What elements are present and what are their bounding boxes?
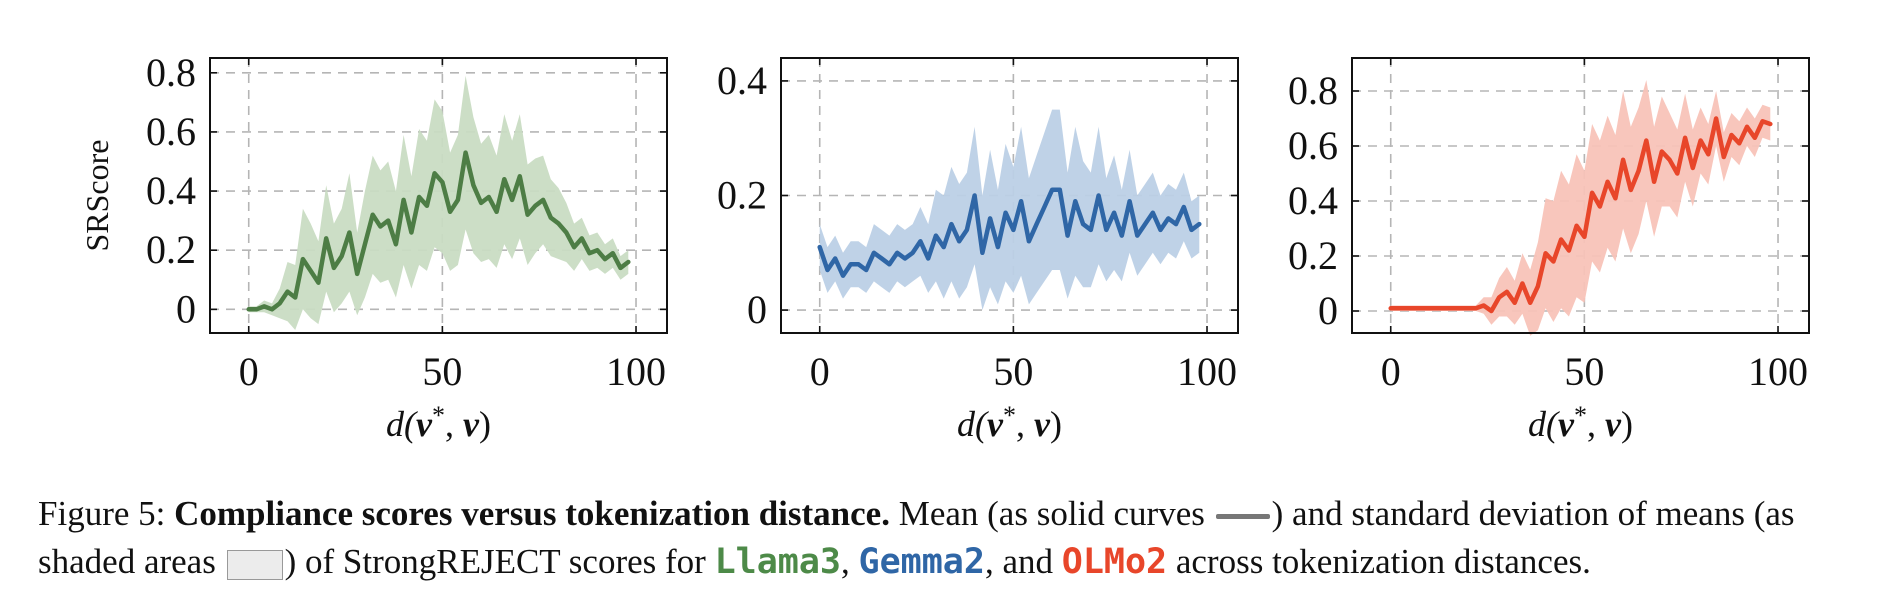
mean-line — [1388, 116, 1773, 314]
x-tick-label: 100 — [1748, 349, 1808, 394]
caption-sep-1: , — [841, 542, 859, 581]
std-band — [1390, 80, 1771, 336]
y-tick-label: 0.8 — [1288, 68, 1338, 113]
x-tick-label: 50 — [1564, 349, 1604, 394]
mean-line — [246, 150, 631, 312]
caption-text-4: across tokenization distances. — [1167, 542, 1591, 581]
mean-line — [817, 187, 1202, 278]
x-tick-label: 100 — [606, 349, 666, 394]
plot-frame — [1351, 57, 1810, 334]
caption-sep-2: , and — [984, 542, 1062, 581]
x-axis-label: d(v*, v) — [386, 401, 491, 444]
x-tick-label: 100 — [1177, 349, 1237, 394]
y-tick-label: 0.4 — [146, 168, 196, 213]
std-band — [248, 75, 629, 330]
x-tick-label: 0 — [810, 349, 830, 394]
y-tick-label: 0 — [1318, 288, 1338, 333]
x-tick-label: 0 — [1381, 349, 1401, 394]
y-tick-label: 0.6 — [1288, 123, 1338, 168]
x-tick-label: 50 — [422, 349, 462, 394]
model-name-olmo2: OLMo2 — [1061, 542, 1168, 582]
y-axis-label: SRScore — [79, 140, 115, 252]
y-tick-label: 0.2 — [717, 173, 767, 218]
panel-1: 0 50 100 0 0.2 0.4 0.6 0.8 d(v*, v) SRScore — [79, 50, 668, 444]
caption-text-1: Mean (as solid curves — [889, 494, 1214, 533]
panel-2: 0 50 100 0 0.2 0.4 d(v*, v) — [717, 57, 1239, 444]
mean-line-swatch — [1215, 514, 1270, 520]
x-tick-label: 50 — [993, 349, 1033, 394]
y-tick-label: 0.4 — [717, 58, 767, 103]
y-tick-label: 0 — [176, 286, 196, 331]
y-tick-label: 0 — [747, 287, 767, 332]
plot-frame — [209, 57, 668, 334]
y-tick-label: 0.2 — [146, 227, 196, 272]
x-tick-label: 0 — [239, 349, 259, 394]
caption-text-2: ) and standard deviation of means (as sh… — [38, 494, 1795, 581]
figure-panels: 0 50 100 0 0.2 0.4 0.6 0.8 d(v*, v) SRScore 0 50 100… — [79, 50, 1810, 444]
y-tick-label: 0.8 — [146, 50, 196, 95]
model-name-llama3: Llama3 — [714, 542, 842, 582]
shaded-area-swatch — [226, 549, 283, 580]
y-tick-label: 0.2 — [1288, 233, 1338, 278]
figure-caption: Figure 5: Compliance scores versus token… — [38, 490, 1868, 586]
std-band — [819, 109, 1200, 311]
x-axis-label: d(v*, v) — [1528, 401, 1633, 444]
panel-3: 0 50 100 0 0.2 0.4 0.6 0.8 d(v*, v) — [1288, 57, 1810, 444]
y-tick-label: 0.4 — [1288, 178, 1338, 223]
x-axis-label: d(v*, v) — [957, 401, 1062, 444]
caption-title: Compliance scores versus tokenization di… — [174, 494, 890, 533]
model-name-gemma2: Gemma2 — [858, 542, 985, 582]
caption-text-3: ) of StrongREJECT scores for — [284, 542, 715, 581]
figure-label: Figure 5: — [38, 494, 175, 533]
y-tick-label: 0.6 — [146, 109, 196, 154]
